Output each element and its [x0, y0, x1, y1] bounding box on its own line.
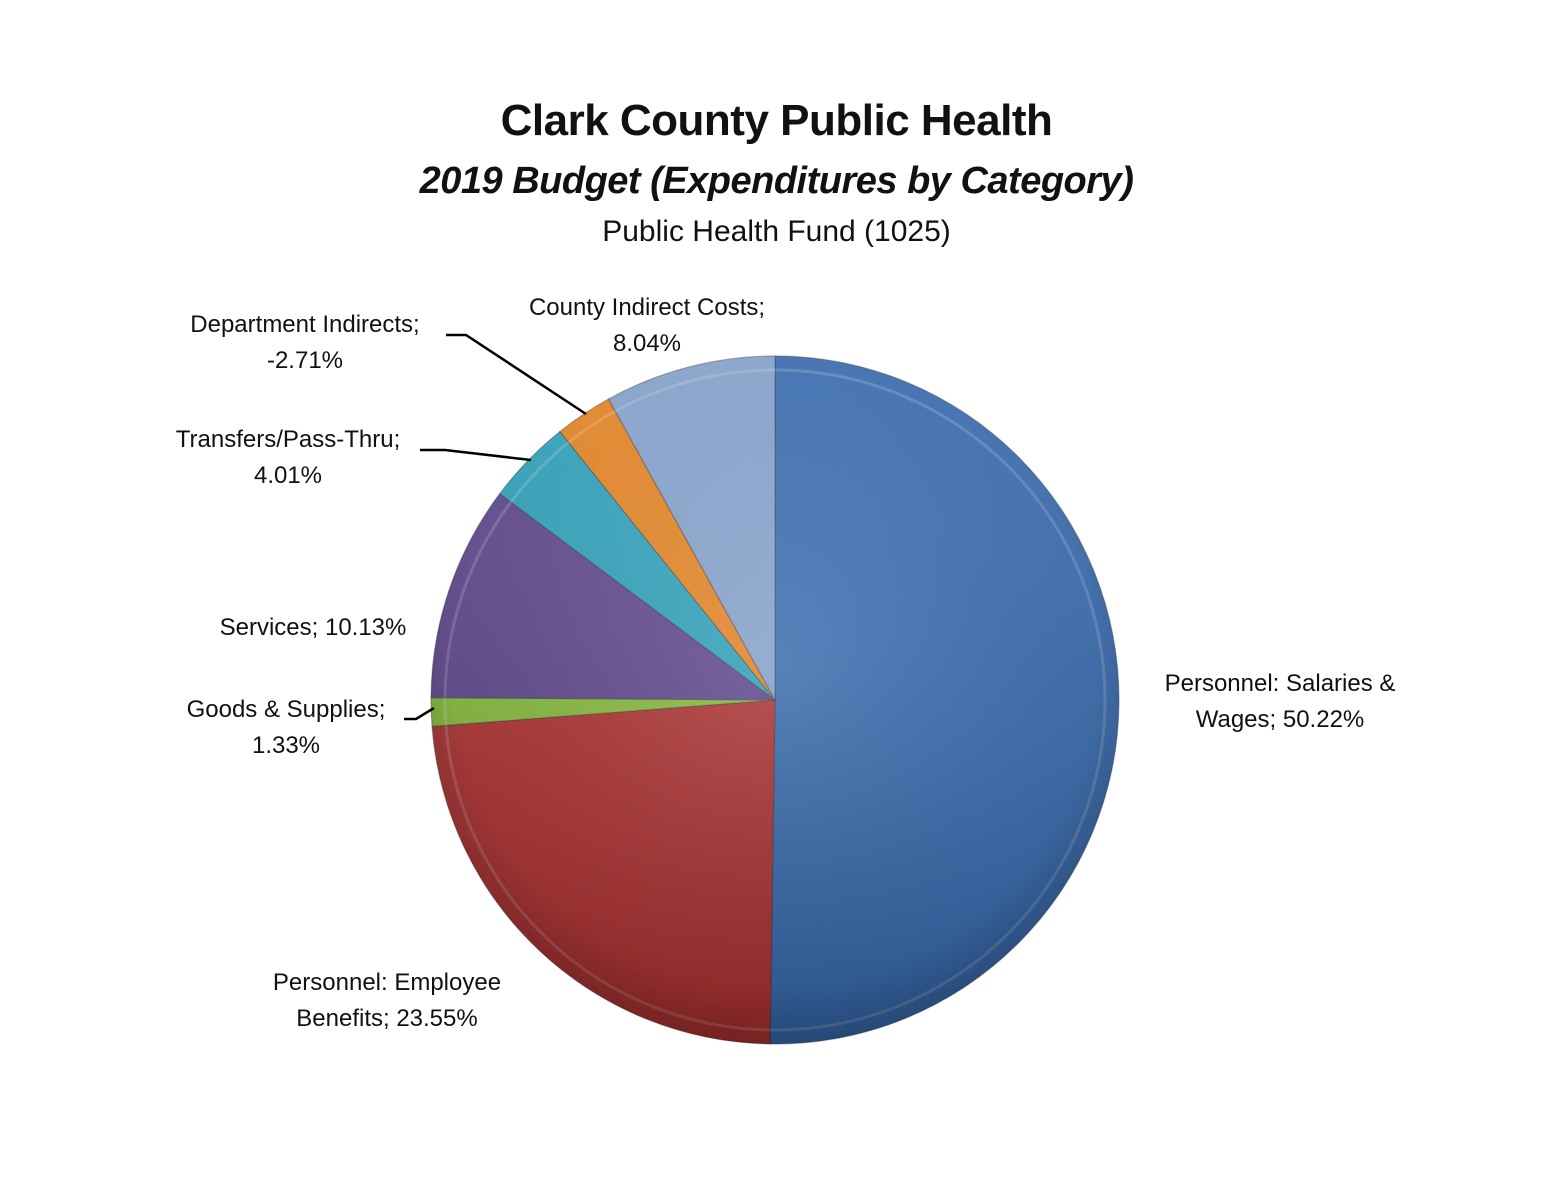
label-text: Benefits; 23.55% — [296, 1005, 478, 1032]
label-text: Goods & Supplies; — [186, 696, 386, 723]
label-text: Services; 10.13% — [219, 614, 407, 641]
chart-subtitle: 2019 Budget (Expenditures by Category) — [419, 160, 1134, 202]
chart-title: Clark County Public Health — [500, 96, 1053, 145]
label-text: -2.71% — [266, 347, 344, 374]
pie-slice-personnel-salaries-wages — [769, 355, 1120, 1045]
pie-slices — [430, 355, 1120, 1045]
chart-fund-line: Public Health Fund (1025) — [602, 215, 951, 248]
label-text: Wages; 50.22% — [1195, 706, 1365, 733]
label-text: 8.04% — [612, 330, 682, 357]
label-employee-benefits: Personnel: Employee Benefits; 23.55% — [227, 965, 547, 1037]
label-text: Transfers/Pass-Thru; — [175, 426, 401, 453]
label-text: Personnel: Employee — [272, 969, 502, 996]
label-services: Services; 10.13% — [173, 610, 453, 646]
label-department-indirects: Department Indirects; -2.71% — [155, 307, 455, 379]
leader-line-goods — [404, 706, 435, 721]
label-salaries-wages: Personnel: Salaries & Wages; 50.22% — [1120, 666, 1440, 738]
leader-line-dept-indirects — [446, 333, 587, 416]
label-transfers: Transfers/Pass-Thru; 4.01% — [138, 422, 438, 494]
label-goods-supplies: Goods & Supplies; 1.33% — [146, 692, 426, 764]
label-text: 4.01% — [253, 462, 323, 489]
slice-bevel — [443, 697, 448, 726]
leader-line-transfers — [420, 448, 532, 462]
label-text: 1.33% — [251, 732, 321, 759]
label-text: Personnel: Salaries & — [1164, 670, 1396, 697]
label-text: Department Indirects; — [190, 311, 420, 338]
label-county-indirect-costs: County Indirect Costs; 8.04% — [497, 290, 797, 362]
label-text: County Indirect Costs; — [528, 294, 766, 321]
